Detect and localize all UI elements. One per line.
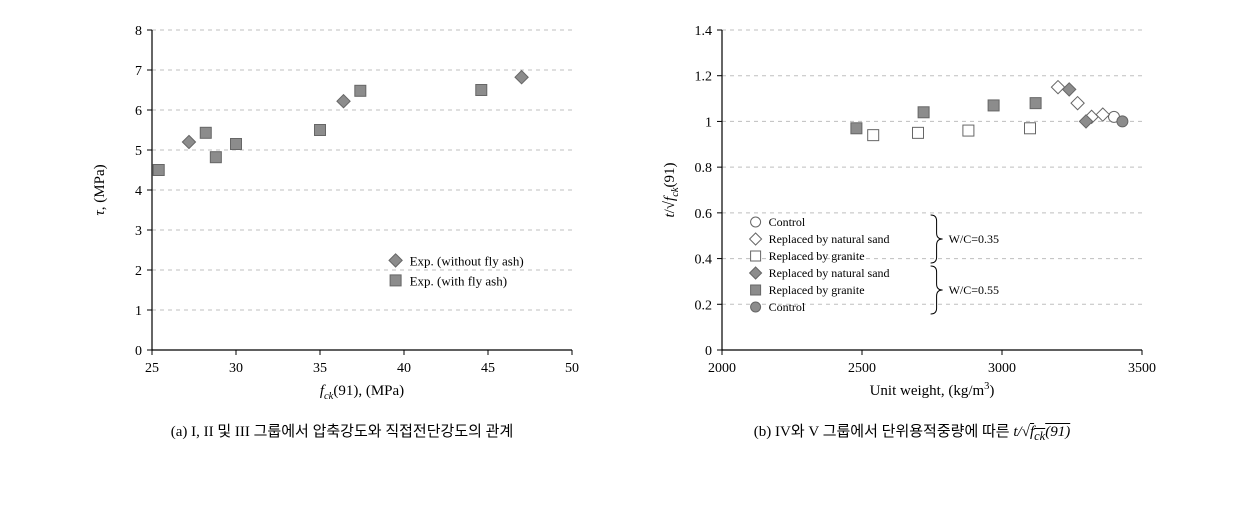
svg-text:0.4: 0.4 [695, 253, 713, 268]
svg-text:8: 8 [135, 24, 142, 39]
svg-text:Exp. (without fly ash): Exp. (without fly ash) [410, 253, 524, 268]
svg-text:Control: Control [769, 300, 806, 314]
svg-text:35: 35 [313, 361, 327, 376]
svg-text:1.2: 1.2 [695, 70, 713, 85]
svg-text:W/C=0.55: W/C=0.55 [949, 283, 999, 297]
chart-a-caption: (a) I, II 및 III 그룹에서 압축강도와 직접전단강도의 관계 [171, 420, 514, 441]
svg-text:Replaced by natural sand: Replaced by natural sand [769, 266, 890, 280]
charts-container: 012345678253035404550fck(91), (MPa)τ, (M… [10, 10, 1244, 444]
caption-b-formula: t/√fck(91) [1013, 424, 1070, 440]
svg-text:Exp. (with fly ash): Exp. (with fly ash) [410, 273, 507, 288]
chart-b: 0 0.2 0.4 0.6 0.8 1 1.2 1.4 2000 2500 3000 3500 Unit… [652, 10, 1172, 410]
svg-text:fck(91), (MPa): fck(91), (MPa) [320, 383, 404, 402]
svg-text:30: 30 [229, 361, 243, 376]
svg-text:4: 4 [135, 184, 142, 199]
svg-text:2500: 2500 [848, 361, 876, 376]
chart-a-svg: 012345678253035404550fck(91), (MPa)τ, (M… [82, 10, 602, 410]
svg-text:t/√fck(91): t/√fck(91) [662, 162, 681, 217]
svg-text:W/C=0.35: W/C=0.35 [949, 232, 999, 246]
svg-text:50: 50 [565, 361, 579, 376]
svg-text:0: 0 [705, 344, 712, 359]
svg-text:2: 2 [135, 264, 142, 279]
svg-text:Control: Control [769, 215, 806, 229]
svg-text:1: 1 [705, 115, 712, 130]
svg-text:25: 25 [145, 361, 159, 376]
svg-text:1.4: 1.4 [695, 24, 713, 39]
svg-text:3500: 3500 [1128, 361, 1156, 376]
svg-text:Unit weight, (kg/m3): Unit weight, (kg/m3) [870, 381, 995, 399]
chart-b-block: 0 0.2 0.4 0.6 0.8 1 1.2 1.4 2000 2500 3000 3500 Unit… [652, 10, 1172, 444]
chart-b-caption: (b) IV와 V 그룹에서 단위용적중량에 따른 t/√fck(91) [754, 420, 1070, 444]
svg-text:6: 6 [135, 104, 142, 119]
svg-text:Replaced by natural sand: Replaced by natural sand [769, 232, 890, 246]
svg-text:0.8: 0.8 [695, 161, 713, 176]
svg-text:5: 5 [135, 144, 142, 159]
svg-text:0.2: 0.2 [695, 298, 713, 313]
chart-a: 012345678253035404550fck(91), (MPa)τ, (M… [82, 10, 602, 410]
svg-text:3: 3 [135, 224, 142, 239]
svg-text:45: 45 [481, 361, 495, 376]
svg-text:1: 1 [135, 304, 142, 319]
svg-text:2000: 2000 [708, 361, 736, 376]
svg-text:7: 7 [135, 64, 142, 79]
svg-text:Replaced by granite: Replaced by granite [769, 249, 865, 263]
chart-b-svg: 0 0.2 0.4 0.6 0.8 1 1.2 1.4 2000 2500 3000 3500 Unit… [652, 10, 1172, 410]
svg-text:τ, (MPa): τ, (MPa) [92, 164, 108, 215]
svg-text:0.6: 0.6 [695, 207, 713, 222]
svg-text:40: 40 [397, 361, 411, 376]
chart-a-block: 012345678253035404550fck(91), (MPa)τ, (M… [82, 10, 602, 444]
svg-text:Replaced by granite: Replaced by granite [769, 283, 865, 297]
svg-text:3000: 3000 [988, 361, 1016, 376]
caption-b-text: (b) IV와 V 그룹에서 단위용적중량에 따른 [754, 424, 1014, 440]
svg-text:0: 0 [135, 344, 142, 359]
